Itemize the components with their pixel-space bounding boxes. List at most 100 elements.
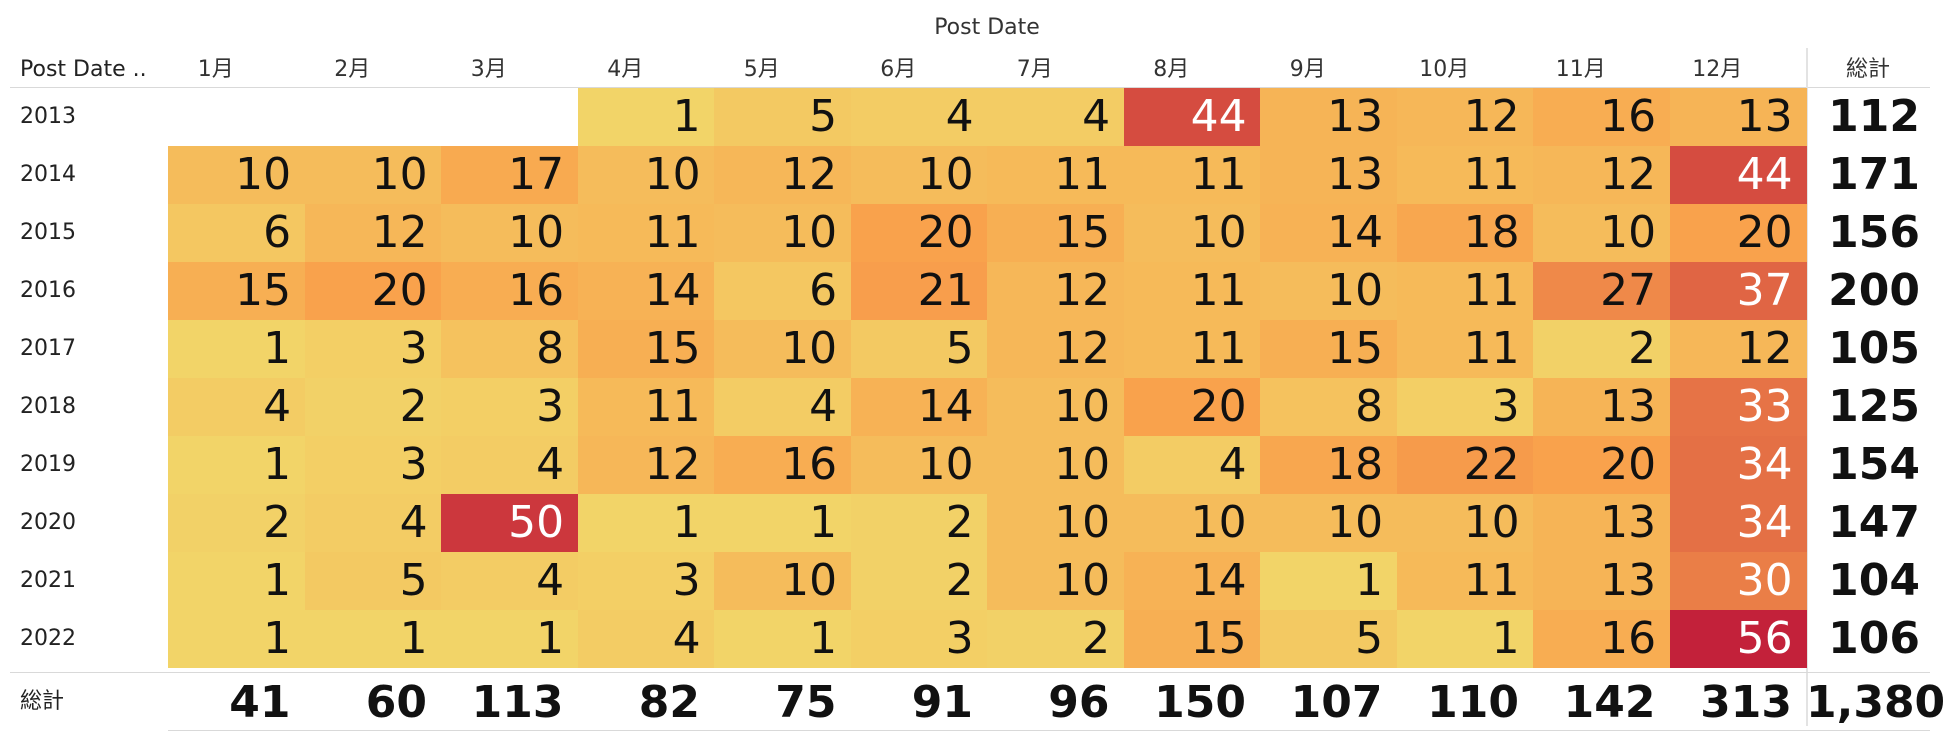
row-label: 2014 (20, 162, 76, 187)
heatmap-cell: 3 (441, 378, 579, 436)
totals-row-divider (10, 672, 1930, 673)
table-bottom-line (168, 730, 1930, 731)
heatmap-cell: 12 (1669, 320, 1807, 378)
heatmap-cell: 50 (441, 494, 579, 552)
heatmap-cell: 44 (1669, 146, 1807, 204)
heatmap-cell: 20 (1533, 436, 1671, 494)
heatmap-cell: 14 (577, 262, 715, 320)
heatmap-cell: 20 (1123, 378, 1261, 436)
heatmap-cell: 10 (987, 552, 1125, 610)
heatmap-cell: 1 (577, 494, 715, 552)
heatmap-cell: 37 (1669, 262, 1807, 320)
row-total: 200 (1828, 265, 1920, 316)
heatmap-cell: 44 (1123, 88, 1261, 146)
column-total: 110 (1427, 677, 1519, 728)
column-header: 8月 (1153, 57, 1190, 82)
heatmap-cell: 1 (168, 320, 306, 378)
heatmap-cell: 13 (1533, 378, 1671, 436)
heatmap-cell: 10 (1260, 262, 1398, 320)
heatmap-cell: 11 (1396, 552, 1534, 610)
heatmap-cell: 11 (1396, 146, 1534, 204)
heatmap-cell: 11 (987, 146, 1125, 204)
heatmap-cell: 11 (577, 204, 715, 262)
heatmap-cell: 12 (1396, 88, 1534, 146)
column-total: 60 (365, 677, 427, 728)
heatmap-cell: 22 (1396, 436, 1534, 494)
heatmap-cell: 15 (577, 320, 715, 378)
heatmap-cell: 16 (714, 436, 852, 494)
heatmap-cell: 34 (1669, 494, 1807, 552)
header-divider (10, 87, 1930, 88)
heatmap-cell: 5 (714, 88, 852, 146)
grand-total: 1,380 (1806, 677, 1946, 728)
row-total: 156 (1828, 207, 1920, 258)
heatmap-cell: 1 (168, 552, 306, 610)
row-label: 2019 (20, 452, 76, 477)
heatmap-cell: 15 (987, 204, 1125, 262)
heatmap-cell: 2 (168, 494, 306, 552)
heatmap-cell: 10 (1533, 204, 1671, 262)
heatmap-cell: 1 (168, 436, 306, 494)
heatmap-cell: 3 (304, 320, 442, 378)
heatmap-cell: 3 (850, 610, 988, 668)
row-total: 125 (1828, 381, 1920, 432)
row-total: 147 (1828, 497, 1920, 548)
row-total: 106 (1828, 613, 1920, 664)
heatmap-cell: 12 (987, 262, 1125, 320)
heatmap-cell: 4 (577, 610, 715, 668)
heatmap-cell: 10 (1396, 494, 1534, 552)
heatmap-cell: 8 (441, 320, 579, 378)
row-total: 171 (1828, 149, 1920, 200)
column-total: 82 (638, 677, 700, 728)
row-label: 2020 (20, 510, 76, 535)
heatmap-cell: 13 (1260, 88, 1398, 146)
heatmap-cell: 4 (714, 378, 852, 436)
column-header: 1月 (197, 57, 234, 82)
column-total: 113 (471, 677, 564, 728)
heatmap-cell: 2 (850, 552, 988, 610)
heatmap-cell: 1 (304, 610, 442, 668)
heatmap-cell: 20 (1669, 204, 1807, 262)
heatmap-cell: 11 (1123, 262, 1261, 320)
column-total: 313 (1700, 677, 1792, 728)
heatmap-cell: 10 (441, 204, 579, 262)
heatmap-cell: 12 (1533, 146, 1671, 204)
heatmap-cell: 11 (1123, 320, 1261, 378)
heatmap-cell: 10 (1260, 494, 1398, 552)
heatmap-cell: 11 (1123, 146, 1261, 204)
heatmap-cell: 4 (1123, 436, 1261, 494)
heatmap-cell: 3 (1396, 378, 1534, 436)
heatmap-cell: 1 (714, 610, 852, 668)
heatmap-cell: 1 (714, 494, 852, 552)
heatmap-cell: 8 (1260, 378, 1398, 436)
heatmap-cell: 14 (1123, 552, 1261, 610)
total-column-header: 総計 (1845, 57, 1890, 82)
row-total: 105 (1828, 323, 1920, 374)
heatmap-cell: 21 (850, 262, 988, 320)
heatmap-cell: 4 (304, 494, 442, 552)
heatmap-cell: 2 (1533, 320, 1671, 378)
column-total: 75 (775, 677, 837, 728)
column-total: 142 (1563, 677, 1656, 728)
heatmap-cell: 27 (1533, 262, 1671, 320)
heatmap-cell: 16 (1533, 88, 1671, 146)
heatmap-cell: 14 (850, 378, 988, 436)
heatmap-cell: 56 (1669, 610, 1807, 668)
heatmap-cell: 4 (441, 552, 579, 610)
heatmap-cell: 10 (987, 494, 1125, 552)
row-label: 2013 (20, 104, 76, 129)
heatmap-cell: 10 (168, 146, 306, 204)
heatmap-cell: 5 (304, 552, 442, 610)
heatmap-cell: 10 (987, 378, 1125, 436)
column-total: 150 (1154, 677, 1246, 728)
heatmap-cell: 10 (714, 204, 852, 262)
heatmap-cell: 2 (987, 610, 1125, 668)
heatmap-cell: 15 (168, 262, 306, 320)
heatmap-cell: 12 (304, 204, 442, 262)
heatmap-cell: 2 (304, 378, 442, 436)
heatmap-cell: 11 (577, 378, 715, 436)
column-header: 5月 (743, 57, 780, 82)
heatmap-cell: 1 (441, 610, 579, 668)
heatmap-cell: 18 (1260, 436, 1398, 494)
